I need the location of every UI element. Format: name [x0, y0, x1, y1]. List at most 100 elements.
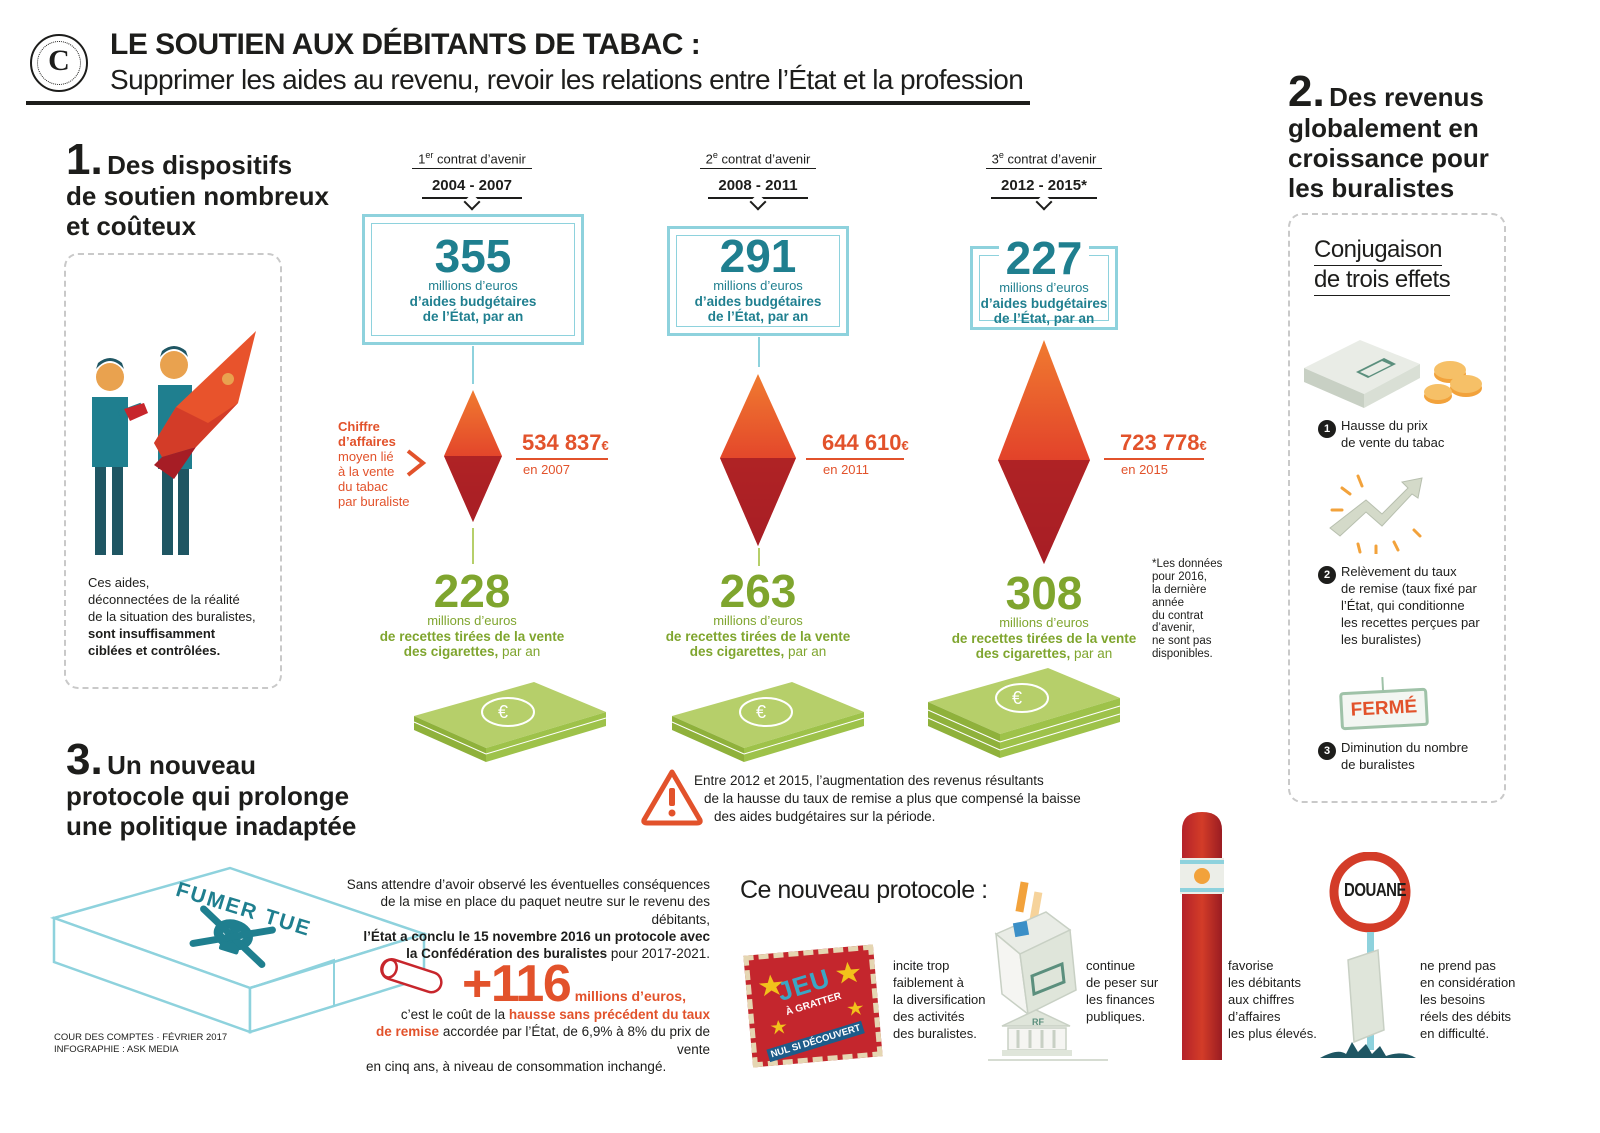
- banknotes-icon: €: [927, 668, 1121, 758]
- cigarette-icon: [380, 958, 443, 994]
- section3-intro-line1: Sans attendre d’avoir observé les éventu…: [346, 877, 710, 892]
- effect-2-line5: les buralistes): [1341, 631, 1422, 647]
- men-with-diamond-illustration: [92, 331, 256, 555]
- protocol-item-3: favorise les débitants aux chiffres d’af…: [1228, 958, 1317, 1041]
- contract-2-ca-line: [806, 458, 904, 460]
- contract-2-header: 2e contrat d’avenir 2008 - 2011: [678, 150, 838, 200]
- contract-1-aid-unit: millions d’euros: [428, 278, 518, 293]
- contract-1-label: 1er contrat d’avenir: [412, 150, 532, 170]
- section2-heading: 2. Des revenus globalement en croissance…: [1288, 70, 1548, 204]
- effect-1: 1 Hausse du prix de vente du tabac: [1318, 418, 1444, 452]
- contract-1-rec-line2: des cigarettes, par an: [403, 644, 541, 660]
- contract-3-ca: 723 778€: [1120, 430, 1207, 455]
- contract-2-ca-year: en 2011: [823, 462, 870, 477]
- section2-box-title-line1: Conjugaison: [1314, 236, 1442, 266]
- contract-3-rec-value: 308: [1005, 567, 1083, 619]
- contract-2-aid-line1: d’aides budgétaires: [694, 293, 822, 309]
- cost-line3: en cinq ans, à niveau de consommation in…: [366, 1058, 667, 1074]
- protocol-item-2: continue de peser sur les finances publi…: [1086, 958, 1159, 1024]
- effect-2-number: 2: [1318, 566, 1336, 584]
- cost-text: c’est le coût de la hausse sans précéden…: [360, 1006, 710, 1075]
- big-cost-unit: millions d’euros,: [574, 988, 686, 1004]
- contract-3-rec-line2: des cigarettes, par an: [975, 646, 1113, 662]
- cost-line1: c’est le coût de la hausse sans précéden…: [400, 1007, 710, 1022]
- credits: COUR DES COMPTES · FÉVRIER 2017 INFOGRAP…: [54, 1032, 227, 1056]
- protocol-item-1: incite trop faiblement à la diversificat…: [893, 958, 986, 1041]
- section1-title-line3: et coûteux: [66, 210, 197, 241]
- big-cost: +116 millions d’euros,: [462, 954, 686, 1014]
- section1-note: Ces aides, déconnectées de la réalité de…: [88, 575, 268, 659]
- contract-3-rec-line1: de recettes tirées de la vente: [951, 630, 1137, 646]
- ca-label-line3: moyen lié: [338, 448, 394, 464]
- effect-2: 2 Relèvement du taux de remise (taux fix…: [1318, 564, 1480, 648]
- effect-1-line2: de vente du tabac: [1341, 434, 1445, 450]
- contract-3-ca-line: [1104, 458, 1204, 460]
- ca-label-line4: à la vente: [338, 463, 395, 479]
- warning-line2: de la hausse du taux de remise a plus qu…: [704, 790, 1081, 806]
- page-title: LE SOUTIEN AUX DÉBITANTS DE TABAC :: [110, 28, 701, 61]
- credits-line1: COUR DES COMPTES · FÉVRIER 2017: [54, 1032, 228, 1043]
- section3-title-line3: une politique inadaptée: [66, 810, 357, 841]
- page-subtitle: Supprimer les aides au revenu, revoir le…: [110, 64, 1024, 95]
- effect-3-number: 3: [1318, 742, 1336, 760]
- cigar-icon: [1180, 812, 1224, 1060]
- contract-3-aid-value: 227: [999, 235, 1089, 281]
- section1-title-line1: Des dispositifs: [107, 150, 293, 180]
- section3-heading: 3. Un nouveau protocole qui prolonge une…: [66, 738, 386, 842]
- contract-3-aid-unit: millions d’euros: [999, 280, 1089, 295]
- ca-label-line2: d’affaires: [338, 433, 396, 449]
- contract-1-diamond: [444, 390, 502, 522]
- effect-2-line3: l’État, qui conditionne: [1341, 597, 1465, 613]
- section1-note-line3: de la situation des buralistes,: [88, 608, 256, 624]
- ca-label-line5: du tabac: [338, 478, 388, 494]
- closed-sign-icon: FERMÉ: [1339, 676, 1429, 731]
- big-cost-value: +116: [462, 955, 572, 1013]
- section1-title-line2: de soutien nombreux: [66, 181, 329, 211]
- section2-title-line1: Des revenus: [1329, 82, 1484, 112]
- contract-2-ca-value: 644 610: [822, 430, 902, 455]
- contract-1-connector-top: [472, 346, 474, 384]
- section2-number: 2.: [1288, 67, 1325, 116]
- contract-3-rec-unit: millions d’euros: [999, 615, 1089, 630]
- section1-note-bold-line1: sont insuffisamment: [88, 625, 216, 641]
- protocol-title: Ce nouveau protocole :: [740, 876, 988, 904]
- customs-sign-icon: [1320, 852, 1416, 1058]
- contract-1-connector-bottom: [472, 528, 474, 564]
- effect-2-line2: de remise (taux fixé par: [1341, 580, 1477, 596]
- section2-box: [1288, 213, 1506, 803]
- cigarette-box-bank-icon: [988, 881, 1108, 1061]
- effect-3: 3 Diminution du nombre de buralistes: [1318, 740, 1468, 774]
- contract-2-aid-box: 291 millions d’euros d’aides budgétaires…: [667, 226, 849, 336]
- contract-1-aid-box: 355 millions d’euros d’aides budgétaires…: [362, 214, 584, 345]
- section1-box: [64, 253, 282, 689]
- contract-2-diamond: [720, 374, 796, 546]
- effect-3-line1: Diminution du nombre: [1341, 740, 1469, 755]
- warning-line3: des aides budgétaires sur la période.: [714, 808, 936, 824]
- ca-label: Chiffre d’affaires moyen lié à la vente …: [338, 419, 428, 510]
- contract-2-aid-value: 291: [719, 230, 797, 282]
- contract-2-rec-line1: de recettes tirées de la vente: [665, 628, 851, 644]
- section3-title-line2: protocole qui prolonge: [66, 781, 350, 811]
- effect-2-line1: Relèvement du taux: [1341, 564, 1457, 579]
- logo: C: [30, 34, 88, 92]
- section2-box-title: Conjugaison de trois effets: [1314, 236, 1451, 296]
- tobacco-carton-coins-icon: [1304, 340, 1482, 408]
- contract-1-receipts: 228 millions d’euros de recettes tirées …: [372, 568, 572, 660]
- contract-1-header: 1er contrat d’avenir 2004 - 2007: [392, 150, 552, 200]
- section1-number: 1.: [66, 135, 103, 184]
- contract-3-ca-year: en 2015: [1121, 462, 1168, 477]
- contract-3-header: 3e contrat d’avenir 2012 - 2015*: [964, 150, 1124, 200]
- warning-text: Entre 2012 et 2015, l’augmentation des r…: [694, 772, 1081, 825]
- header-rule: [26, 101, 1030, 105]
- contract-1-aid-value: 355: [434, 230, 512, 282]
- rising-arrow-icon: [1329, 474, 1423, 554]
- svg-text:€: €: [1012, 688, 1022, 708]
- footnote: *Les données pour 2016, la dernière anné…: [1152, 558, 1223, 661]
- customs-label: DOUANE: [1344, 879, 1407, 902]
- section3-intro: Sans attendre d’avoir observé les éventu…: [330, 876, 710, 962]
- section1-note-line1: Ces aides,: [88, 575, 150, 590]
- contract-2-rec-line2: des cigarettes, par an: [689, 644, 827, 660]
- contract-3-ca-value: 723 778: [1120, 430, 1200, 455]
- section3-number: 3.: [66, 735, 103, 784]
- section1-note-bold-line2: ciblées et contrôlées.: [88, 642, 221, 658]
